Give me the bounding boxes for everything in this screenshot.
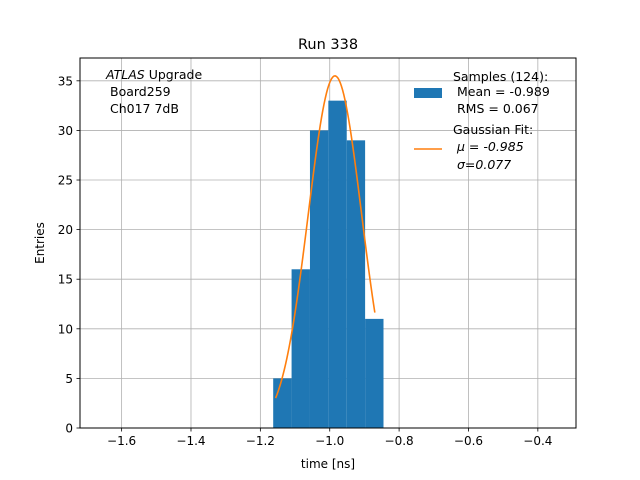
histogram-bar bbox=[365, 318, 384, 428]
fit-layer bbox=[274, 75, 376, 399]
legend-sigma-label: σ=0.077 bbox=[457, 157, 511, 172]
legend-fit-label: Gaussian Fit: bbox=[453, 122, 533, 137]
y-tick-label: 30 bbox=[58, 124, 73, 138]
x-tick-label: −0.4 bbox=[523, 434, 552, 448]
y-tick-label: 5 bbox=[65, 372, 73, 386]
histogram-bar bbox=[309, 130, 329, 428]
x-tick-label: −0.6 bbox=[454, 434, 483, 448]
histogram-bar bbox=[328, 100, 347, 429]
annotation-line3: Ch017 7dB bbox=[110, 101, 179, 116]
annotation-upgrade: Upgrade bbox=[145, 67, 203, 82]
gaussian-fit-curve bbox=[274, 75, 376, 399]
annotation-atlas: ATLAS bbox=[105, 67, 145, 82]
legend-mu-label: μ = -0.985 bbox=[456, 139, 524, 154]
legend-rms-label: RMS = 0.067 bbox=[457, 101, 539, 116]
y-axis-label: Entries bbox=[33, 222, 47, 264]
y-tick-label: 0 bbox=[65, 422, 73, 436]
plot-frame bbox=[79, 57, 577, 429]
x-tick-label: −0.8 bbox=[385, 434, 414, 448]
y-tick-label: 20 bbox=[58, 223, 73, 237]
histogram-bar bbox=[291, 269, 310, 428]
y-tick-label: 10 bbox=[58, 322, 73, 336]
atlas-annotation: ATLAS Upgrade Board259 Ch017 7dB bbox=[105, 67, 202, 116]
x-tick-label: −1.6 bbox=[107, 434, 136, 448]
tick-layer: −1.6 −1.4 −1.2 −1.0 −0.8 −0.6 −0.4 0 5 10 15 20 25 30… bbox=[58, 74, 553, 448]
histogram-bar bbox=[273, 378, 292, 428]
x-tick-label: −1.0 bbox=[315, 434, 344, 448]
annotation-line2: Board259 bbox=[110, 84, 171, 99]
histogram-bar bbox=[346, 140, 366, 428]
x-tick-label: −1.4 bbox=[176, 434, 205, 448]
x-axis-label: time [ns] bbox=[301, 457, 355, 471]
legend: Samples (124): Mean = -0.989 RMS = 0.067… bbox=[414, 69, 550, 172]
x-tick-label: −1.2 bbox=[246, 434, 275, 448]
annotation-line1: ATLAS Upgrade bbox=[105, 67, 202, 82]
y-tick-label: 15 bbox=[58, 273, 73, 287]
legend-histogram-swatch bbox=[414, 88, 442, 98]
legend-samples-label: Samples (124): bbox=[453, 69, 548, 84]
legend-mean-label: Mean = -0.989 bbox=[457, 84, 550, 99]
y-tick-label: 35 bbox=[58, 74, 73, 88]
y-tick-label: 25 bbox=[58, 174, 73, 188]
chart-title: Run 338 bbox=[298, 37, 358, 53]
